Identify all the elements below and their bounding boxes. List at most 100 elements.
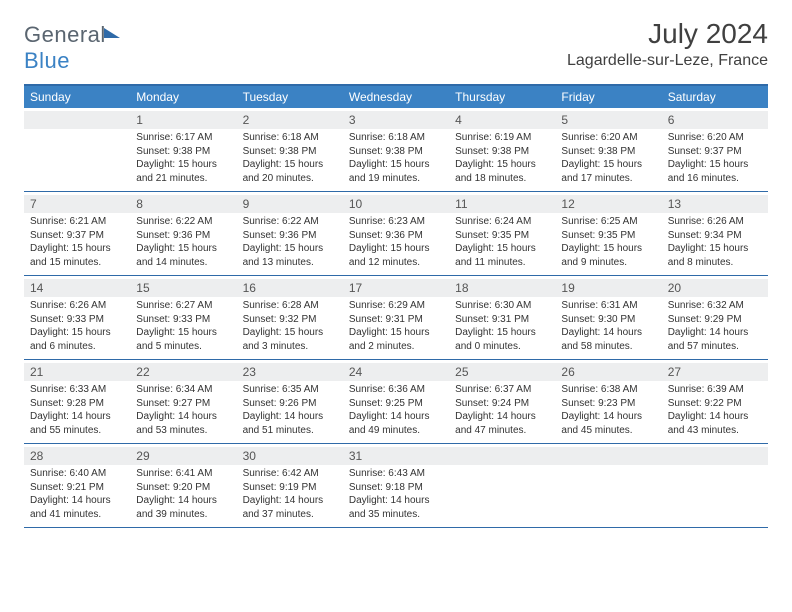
week-row: 21Sunrise: 6:33 AMSunset: 9:28 PMDayligh… <box>24 360 768 444</box>
day-line: Sunrise: 6:39 AM <box>668 383 762 397</box>
day-line: Daylight: 14 hours <box>668 326 762 340</box>
day-line: Sunrise: 6:28 AM <box>243 299 337 313</box>
day-number <box>449 447 555 465</box>
location: Lagardelle-sur-Leze, France <box>567 52 768 70</box>
day-number: 3 <box>343 111 449 129</box>
day-line: Daylight: 14 hours <box>561 410 655 424</box>
day-line: Sunset: 9:23 PM <box>561 397 655 411</box>
day-line: Sunrise: 6:25 AM <box>561 215 655 229</box>
day-line: Sunrise: 6:42 AM <box>243 467 337 481</box>
day-number: 7 <box>24 195 130 213</box>
day-line: Sunset: 9:20 PM <box>136 481 230 495</box>
day-line: Daylight: 14 hours <box>561 326 655 340</box>
day-line: and 0 minutes. <box>455 340 549 354</box>
day-line: and 5 minutes. <box>136 340 230 354</box>
weekday-label: Friday <box>555 86 661 108</box>
week-row: 7Sunrise: 6:21 AMSunset: 9:37 PMDaylight… <box>24 192 768 276</box>
day-cell: 3Sunrise: 6:18 AMSunset: 9:38 PMDaylight… <box>343 108 449 191</box>
day-line: and 13 minutes. <box>243 256 337 270</box>
day-line: Daylight: 15 hours <box>349 242 443 256</box>
day-line: Sunrise: 6:19 AM <box>455 131 549 145</box>
day-line: Daylight: 15 hours <box>30 326 124 340</box>
day-cell: 8Sunrise: 6:22 AMSunset: 9:36 PMDaylight… <box>130 192 236 275</box>
day-line: Sunset: 9:35 PM <box>455 229 549 243</box>
day-cell <box>24 108 130 191</box>
day-line: Daylight: 15 hours <box>349 326 443 340</box>
day-line: Sunset: 9:30 PM <box>561 313 655 327</box>
day-line: Sunrise: 6:36 AM <box>349 383 443 397</box>
day-line: Sunset: 9:31 PM <box>349 313 443 327</box>
day-line: and 2 minutes. <box>349 340 443 354</box>
day-number: 30 <box>237 447 343 465</box>
day-cell: 21Sunrise: 6:33 AMSunset: 9:28 PMDayligh… <box>24 360 130 443</box>
day-cell: 25Sunrise: 6:37 AMSunset: 9:24 PMDayligh… <box>449 360 555 443</box>
day-line: Sunrise: 6:22 AM <box>243 215 337 229</box>
day-line: Daylight: 15 hours <box>455 242 549 256</box>
day-line: and 12 minutes. <box>349 256 443 270</box>
day-number: 11 <box>449 195 555 213</box>
day-cell <box>449 444 555 527</box>
day-line: Daylight: 14 hours <box>349 494 443 508</box>
day-cell: 18Sunrise: 6:30 AMSunset: 9:31 PMDayligh… <box>449 276 555 359</box>
day-cell: 28Sunrise: 6:40 AMSunset: 9:21 PMDayligh… <box>24 444 130 527</box>
day-number: 27 <box>662 363 768 381</box>
day-line: Daylight: 15 hours <box>136 326 230 340</box>
day-line: Sunset: 9:35 PM <box>561 229 655 243</box>
day-line: Sunset: 9:18 PM <box>349 481 443 495</box>
day-line: Daylight: 15 hours <box>668 242 762 256</box>
logo-triangle-icon <box>104 28 120 38</box>
day-cell: 12Sunrise: 6:25 AMSunset: 9:35 PMDayligh… <box>555 192 661 275</box>
day-line: Sunset: 9:36 PM <box>136 229 230 243</box>
day-line: Daylight: 15 hours <box>243 242 337 256</box>
day-line: and 6 minutes. <box>30 340 124 354</box>
day-number: 1 <box>130 111 236 129</box>
day-line: and 53 minutes. <box>136 424 230 438</box>
day-line: Sunrise: 6:26 AM <box>30 299 124 313</box>
day-line: Sunrise: 6:41 AM <box>136 467 230 481</box>
day-cell: 16Sunrise: 6:28 AMSunset: 9:32 PMDayligh… <box>237 276 343 359</box>
day-line: Sunrise: 6:32 AM <box>668 299 762 313</box>
day-number: 23 <box>237 363 343 381</box>
day-line: Daylight: 15 hours <box>561 158 655 172</box>
day-line: Sunset: 9:38 PM <box>136 145 230 159</box>
day-cell <box>555 444 661 527</box>
day-line: and 43 minutes. <box>668 424 762 438</box>
calendar: SundayMondayTuesdayWednesdayThursdayFrid… <box>24 84 768 528</box>
weekday-row: SundayMondayTuesdayWednesdayThursdayFrid… <box>24 86 768 108</box>
day-number: 4 <box>449 111 555 129</box>
day-line: Daylight: 14 hours <box>455 410 549 424</box>
day-number: 20 <box>662 279 768 297</box>
day-line: Sunset: 9:32 PM <box>243 313 337 327</box>
day-cell: 19Sunrise: 6:31 AMSunset: 9:30 PMDayligh… <box>555 276 661 359</box>
day-number: 29 <box>130 447 236 465</box>
day-line: Daylight: 15 hours <box>30 242 124 256</box>
day-cell: 2Sunrise: 6:18 AMSunset: 9:38 PMDaylight… <box>237 108 343 191</box>
day-line: Sunset: 9:26 PM <box>243 397 337 411</box>
day-line: Daylight: 15 hours <box>243 158 337 172</box>
day-line: Daylight: 14 hours <box>349 410 443 424</box>
day-line: and 17 minutes. <box>561 172 655 186</box>
day-number: 31 <box>343 447 449 465</box>
day-line: and 39 minutes. <box>136 508 230 522</box>
day-number: 16 <box>237 279 343 297</box>
day-line: and 47 minutes. <box>455 424 549 438</box>
day-cell: 22Sunrise: 6:34 AMSunset: 9:27 PMDayligh… <box>130 360 236 443</box>
day-line: and 11 minutes. <box>455 256 549 270</box>
weekday-label: Monday <box>130 86 236 108</box>
day-line: and 58 minutes. <box>561 340 655 354</box>
day-number: 15 <box>130 279 236 297</box>
day-line: and 9 minutes. <box>561 256 655 270</box>
week-row: 1Sunrise: 6:17 AMSunset: 9:38 PMDaylight… <box>24 108 768 192</box>
day-line: Daylight: 15 hours <box>136 242 230 256</box>
day-number: 14 <box>24 279 130 297</box>
day-line: Sunrise: 6:38 AM <box>561 383 655 397</box>
day-number: 21 <box>24 363 130 381</box>
day-line: Sunrise: 6:30 AM <box>455 299 549 313</box>
logo-right: Blue <box>24 48 70 73</box>
day-cell: 6Sunrise: 6:20 AMSunset: 9:37 PMDaylight… <box>662 108 768 191</box>
day-line: and 35 minutes. <box>349 508 443 522</box>
day-number: 6 <box>662 111 768 129</box>
day-line: Daylight: 14 hours <box>30 494 124 508</box>
day-line: Sunset: 9:27 PM <box>136 397 230 411</box>
day-cell: 9Sunrise: 6:22 AMSunset: 9:36 PMDaylight… <box>237 192 343 275</box>
